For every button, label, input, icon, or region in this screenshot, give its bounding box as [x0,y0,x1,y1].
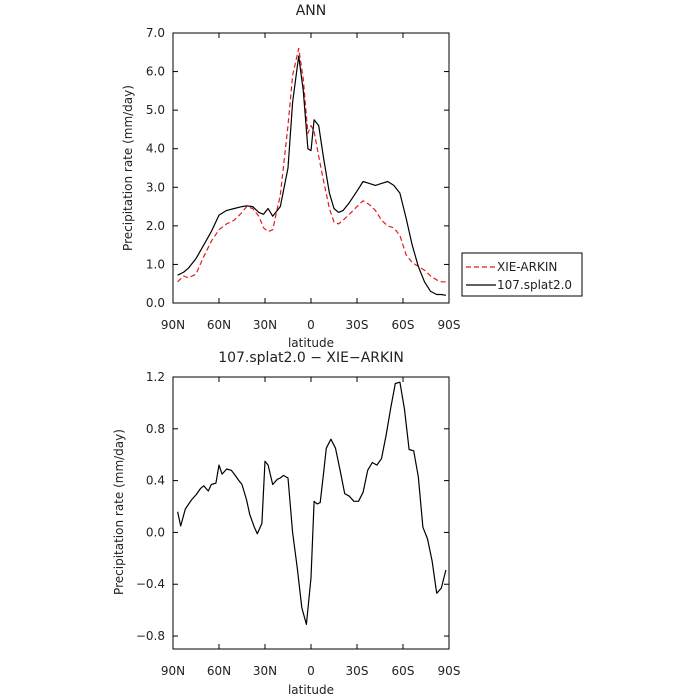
panel-top: ANN 0.0 1.0 2.0 3.0 4.0 5.0 6.0 7.0 90N 60N 30N 0 3… [121,3,583,350]
top-y-tick-label: 0.0 [146,296,165,310]
bottom-plot-frame [172,376,450,650]
bottom-x-tick-label: 90N [161,664,185,678]
top-y-tick-label: 7.0 [146,26,165,40]
bottom-y-tick-label: −0.4 [136,577,165,591]
bottom-y-tick-label: −0.8 [136,629,165,643]
top-series-line-1 [177,47,446,283]
top-plot-frame [172,32,450,304]
legend-label-splat: 107.splat2.0 [497,278,572,292]
bottom-series-lines [177,381,447,626]
top-x-tick-label: 30S [346,318,369,332]
top-x-axis-label: latitude [288,336,334,350]
top-y-axis: 0.0 1.0 2.0 3.0 4.0 5.0 6.0 7.0 [146,26,449,310]
bottom-x-axis: 90N 60N 30N 0 30S 60S 90S [161,377,461,678]
top-chart-title: ANN [296,3,327,19]
bottom-x-tick-label: 30N [253,664,277,678]
bottom-y-axis: −0.8 −0.4 0.0 0.4 0.8 1.2 [136,370,449,643]
bottom-x-tick-label: 90S [438,664,461,678]
top-x-tick-label: 30N [253,318,277,332]
top-y-tick-label: 2.0 [146,219,165,233]
top-x-tick-label: 90N [161,318,185,332]
top-x-tick-label: 60S [392,318,415,332]
top-y-tick-label: 1.0 [146,257,165,271]
top-y-axis-label: Precipitation rate (mm/day) [121,85,135,251]
top-series-lines [177,47,447,296]
bottom-x-tick-label: 60S [392,664,415,678]
top-x-tick-label: 0 [307,318,315,332]
bottom-x-tick-label: 30S [346,664,369,678]
bottom-y-tick-label: 0.8 [146,422,165,436]
bottom-y-tick-label: 0.0 [146,525,165,539]
bottom-x-tick-label: 0 [307,664,315,678]
legend: XIE-ARKIN 107.splat2.0 [461,252,583,297]
bottom-series-line-1 [177,381,447,626]
bottom-y-axis-label: Precipitation rate (mm/day) [112,429,126,595]
legend-box [461,252,583,297]
bottom-y-tick-label: 1.2 [146,370,165,384]
bottom-x-tick-label: 60N [207,664,231,678]
top-x-tick-label: 60N [207,318,231,332]
top-y-tick-label: 5.0 [146,103,165,117]
panel-bottom: 107.splat2.0 − XIE−ARKIN −0.8 −0.4 0.0 0.4 0… [112,350,460,697]
top-x-tick-label: 90S [438,318,461,332]
top-y-tick-label: 3.0 [146,180,165,194]
bottom-y-tick-label: 0.4 [146,474,165,488]
bottom-x-axis-label: latitude [288,683,334,697]
top-y-tick-label: 6.0 [146,65,165,79]
top-y-tick-label: 4.0 [146,142,165,156]
bottom-chart-title: 107.splat2.0 − XIE−ARKIN [218,350,404,366]
top-series-line-2 [177,55,447,296]
top-x-axis: 90N 60N 30N 0 30S 60S 90S [161,33,461,332]
legend-label-xie-arkin: XIE-ARKIN [497,260,557,274]
